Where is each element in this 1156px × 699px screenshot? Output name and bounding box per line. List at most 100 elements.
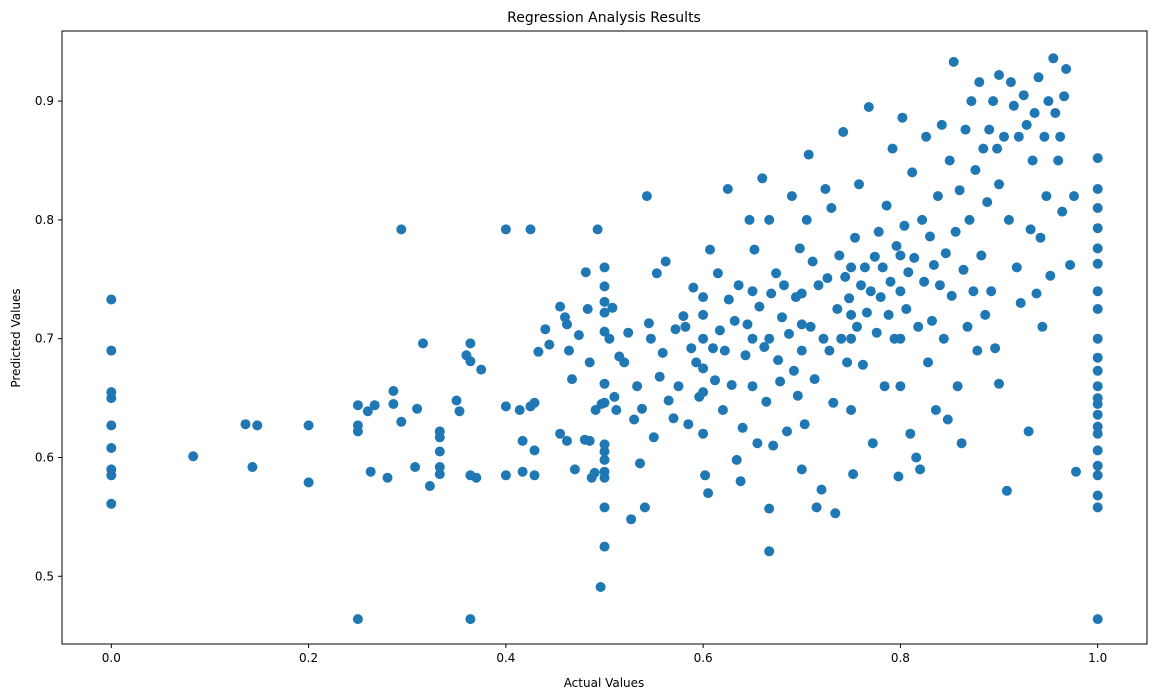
data-point [1092, 304, 1103, 314]
data-point [465, 338, 476, 349]
y-tick-label: 0.6 [35, 450, 54, 464]
data-point [895, 381, 906, 392]
data-point [1048, 53, 1059, 64]
data-point [1092, 470, 1103, 481]
data-point [1013, 131, 1024, 142]
x-tick-label: 0.2 [299, 651, 318, 665]
data-point [944, 155, 955, 166]
data-point [766, 288, 777, 299]
data-point [799, 419, 810, 430]
data-point [740, 350, 751, 361]
data-point [582, 304, 593, 314]
data-point [928, 260, 939, 270]
data-point [369, 400, 380, 411]
data-point [412, 403, 423, 414]
y-tick-label: 0.7 [35, 332, 54, 346]
x-axis-ticks: 0.0 0.2 0.4 0.6 0.8 1.0 [102, 644, 1107, 665]
data-point [465, 356, 476, 367]
x-tick-label: 0.8 [891, 651, 910, 665]
data-point [1027, 155, 1038, 166]
data-point [796, 319, 807, 330]
data-point [1005, 77, 1016, 88]
data-point [580, 267, 591, 278]
data-point [796, 288, 807, 299]
data-point [737, 422, 748, 433]
data-point [660, 256, 671, 267]
data-point [964, 214, 975, 225]
data-point [698, 363, 709, 374]
data-point [883, 309, 894, 320]
data-point [352, 614, 363, 625]
data-point [434, 432, 445, 443]
data-point [651, 268, 662, 279]
data-point [680, 321, 691, 332]
data-point [698, 387, 709, 398]
y-tick-label: 0.5 [35, 569, 54, 583]
data-point [779, 280, 789, 291]
data-point [816, 484, 827, 495]
data-point [764, 546, 775, 557]
data-point [731, 454, 742, 465]
data-point [927, 315, 937, 326]
data-point [714, 325, 725, 336]
data-point [803, 149, 814, 160]
data-point [599, 397, 610, 408]
data-point [500, 470, 511, 481]
data-point [782, 426, 792, 437]
data-point [1092, 409, 1103, 420]
x-tick-label: 0.6 [694, 651, 713, 665]
data-point [1092, 502, 1103, 513]
data-point [729, 315, 740, 326]
data-point [106, 393, 117, 404]
data-point [861, 307, 872, 318]
data-point [700, 470, 711, 481]
data-point [517, 435, 528, 446]
data-point [757, 173, 768, 184]
data-point [771, 268, 782, 279]
data-point [365, 466, 376, 477]
data-point [1035, 232, 1046, 243]
data-point [555, 428, 566, 439]
data-point [846, 262, 857, 273]
data-point [742, 319, 753, 330]
data-point [454, 406, 465, 417]
data-point [840, 271, 851, 282]
data-point [382, 472, 393, 483]
data-point [932, 191, 943, 202]
data-point [1059, 91, 1070, 102]
data-point [609, 391, 620, 402]
data-point [788, 365, 799, 376]
data-point [994, 70, 1004, 80]
data-point [705, 244, 715, 255]
data-point [764, 503, 775, 514]
data-point [1057, 206, 1068, 217]
data-point [994, 179, 1004, 190]
data-point [940, 248, 951, 259]
data-point [828, 397, 839, 408]
data-point [1025, 224, 1036, 235]
data-point [836, 333, 847, 344]
data-point [424, 481, 435, 491]
data-point [1092, 421, 1103, 432]
data-point [958, 264, 969, 275]
data-point [899, 220, 910, 231]
data-point [352, 400, 363, 411]
data-point [952, 381, 963, 392]
data-point [691, 357, 702, 368]
data-point [514, 405, 525, 415]
data-point [434, 469, 445, 480]
data-point [978, 143, 989, 154]
data-point [1001, 485, 1012, 496]
data-point [1092, 445, 1103, 456]
data-point [895, 286, 906, 297]
data-point [599, 281, 610, 292]
data-point [1092, 460, 1103, 471]
data-point [1092, 223, 1103, 234]
data-point [564, 345, 574, 356]
data-point [525, 224, 536, 235]
data-point [1092, 184, 1103, 194]
data-point [698, 333, 709, 344]
data-point [599, 502, 610, 513]
data-point [759, 342, 770, 352]
y-tick-label: 0.8 [35, 213, 54, 227]
